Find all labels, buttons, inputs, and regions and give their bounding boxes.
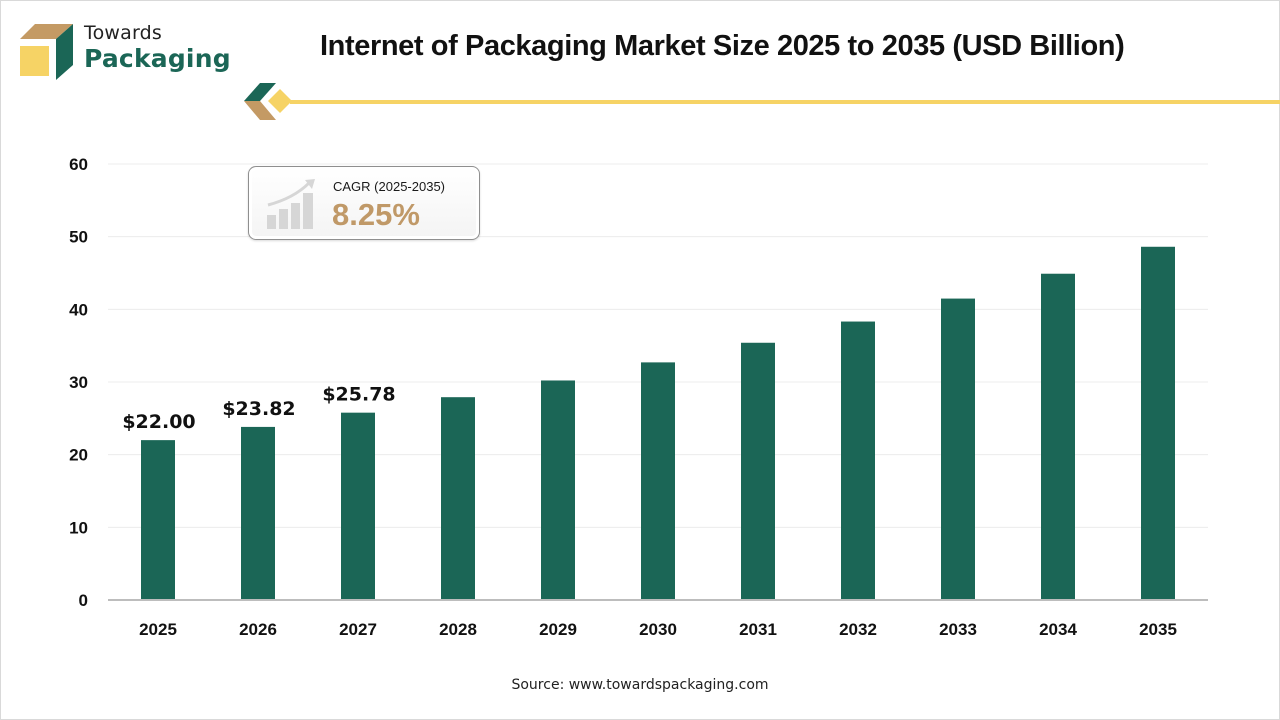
y-tick-label: 10 — [69, 518, 88, 537]
bar-2030 — [641, 362, 675, 600]
bar-2028 — [441, 397, 475, 600]
y-tick-label: 40 — [69, 300, 88, 319]
bar-2033 — [941, 298, 975, 600]
data-label: $22.00 — [122, 411, 195, 433]
x-tick-label: 2028 — [439, 620, 477, 639]
x-tick-label: 2033 — [939, 620, 977, 639]
x-tick-label: 2026 — [239, 620, 277, 639]
bar-2026 — [241, 426, 275, 600]
x-tick-label: 2032 — [839, 620, 877, 639]
x-tick-label: 2027 — [339, 620, 377, 639]
y-tick-label: 50 — [69, 228, 88, 247]
x-tick-label: 2025 — [139, 620, 177, 639]
header-divider-line — [290, 100, 1280, 104]
x-tick-label: 2031 — [739, 620, 777, 639]
cagr-label: CAGR (2025-2035) — [333, 179, 445, 194]
bar-2035 — [1141, 246, 1175, 600]
bar-2025 — [141, 440, 175, 600]
bar-2029 — [541, 380, 575, 600]
decorative-arrow-icon — [244, 83, 292, 120]
growth-chart-icon — [267, 179, 315, 229]
box-logo-icon — [20, 24, 73, 80]
data-label: $25.78 — [322, 384, 395, 406]
x-tick-label: 2035 — [1139, 620, 1177, 639]
brand-logo: Towards Packaging — [18, 22, 238, 82]
brand-name-top: Towards — [84, 22, 163, 44]
x-tick-label: 2034 — [1039, 620, 1077, 639]
bar-2032 — [841, 321, 875, 600]
y-tick-label: 30 — [69, 373, 88, 392]
cagr-callout: CAGR (2025-2035) 8.25% — [248, 166, 480, 240]
chart-title: Internet of Packaging Market Size 2025 t… — [320, 30, 1125, 62]
y-tick-label: 0 — [79, 591, 88, 610]
brand-name-bottom: Packaging — [84, 44, 231, 73]
y-tick-label: 20 — [69, 446, 88, 465]
source-text: Source: www.towardspackaging.com — [511, 677, 769, 693]
x-tick-label: 2029 — [539, 620, 577, 639]
bar-2031 — [741, 342, 775, 600]
data-label: $23.82 — [222, 398, 295, 420]
cagr-value: 8.25% — [332, 197, 420, 232]
bar-2034 — [1041, 273, 1075, 600]
x-tick-label: 2030 — [639, 620, 677, 639]
bar-2027 — [341, 412, 375, 600]
y-tick-label: 60 — [69, 155, 88, 174]
